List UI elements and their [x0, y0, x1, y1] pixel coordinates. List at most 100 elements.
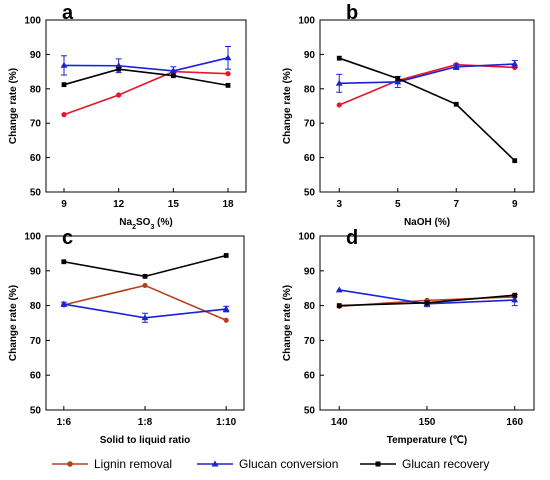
- series-line: [338, 57, 516, 162]
- plot-frame: [319, 19, 535, 193]
- x-tick-label: 9: [512, 199, 518, 210]
- x-axis-label: NaOH (%): [404, 217, 450, 228]
- y-tick-label: 60: [304, 153, 316, 164]
- panel-b: 50 60 70 80 90 100 3 5 7 9 NaOH (%) Change rate (%)…: [282, 2, 535, 228]
- data-point: [336, 303, 342, 308]
- data-point: [142, 282, 148, 289]
- y-tick-label: 50: [304, 188, 316, 199]
- panel-label: b: [346, 2, 358, 24]
- legend-item-glucan-recovery: Glucan recovery: [358, 452, 489, 476]
- legend-swatch-lignin: [52, 461, 88, 467]
- legend-label-glucan-recovery: Glucan recovery: [402, 457, 490, 471]
- y-tick-label: 80: [30, 84, 42, 95]
- x-axis-label: Solid to liquid ratio: [100, 435, 191, 446]
- plot-frame: [45, 19, 247, 193]
- series-line: [338, 63, 515, 106]
- y-tick-label: 70: [30, 119, 42, 130]
- series-line: [63, 254, 227, 278]
- series-line: [63, 68, 229, 87]
- data-point: [511, 296, 519, 303]
- legend-label-glucan-conversion: Glucan conversion: [239, 457, 339, 471]
- y-axis-label: Change rate (%): [8, 285, 19, 361]
- y-tick-label: 90: [30, 266, 42, 277]
- data-point: [61, 82, 67, 88]
- x-axis-label-part: 2: [132, 224, 136, 231]
- data-point: [452, 63, 460, 70]
- y-tick-label: 80: [30, 301, 42, 312]
- y-tick-label: 90: [30, 50, 42, 61]
- y-axis-label: Change rate (%): [282, 68, 293, 144]
- y-tick-label: 100: [298, 232, 315, 243]
- x-tick-label: 1:8: [138, 417, 153, 428]
- legend: Lignin removal Glucan conversion Glucan …: [0, 452, 550, 476]
- data-point: [512, 158, 518, 164]
- y-tick-label: 70: [304, 336, 316, 347]
- data-point: [336, 55, 342, 61]
- panel-a: 50 60 70 80 90 100 9 12 15 18 Na2SO3 (%) Change rat…: [8, 2, 247, 231]
- data-point: [511, 60, 519, 67]
- y-axis-label: Change rate (%): [8, 68, 19, 144]
- data-point: [116, 92, 122, 98]
- x-tick-label: 1:10: [216, 417, 236, 428]
- series-line: [339, 63, 515, 85]
- y-tick-label: 70: [304, 119, 316, 130]
- y-axis-label: Change rate (%): [282, 285, 293, 361]
- series-glucan-conversion: [335, 60, 519, 93]
- legend-swatch-glucan-conversion: [197, 460, 233, 467]
- panel-label: a: [62, 2, 74, 24]
- data-point: [225, 71, 231, 77]
- y-tick-label: 100: [24, 232, 41, 243]
- data-point: [141, 314, 149, 321]
- series-glucan-recovery: [336, 292, 518, 308]
- y-tick-label: 60: [304, 371, 316, 382]
- panel-label: d: [346, 227, 358, 249]
- panel-c: 50 60 70 80 90 100 1:6 1:8 1:10 Solid to liquid r…: [8, 227, 245, 446]
- x-axis-label-part: (%): [154, 217, 172, 228]
- series-red-series: [336, 62, 518, 108]
- series-glucan-conversion: [60, 300, 230, 323]
- y-tick-label: 100: [24, 16, 41, 27]
- plot-frame: [45, 235, 245, 411]
- data-point: [169, 67, 177, 74]
- data-point: [424, 300, 430, 306]
- x-tick-label: 7: [453, 199, 459, 210]
- data-point: [61, 112, 67, 118]
- data-point: [224, 54, 232, 61]
- data-point: [394, 78, 402, 85]
- data-point: [395, 76, 401, 81]
- data-point: [60, 61, 68, 68]
- y-tick-label: 80: [304, 84, 316, 95]
- data-point: [61, 259, 67, 265]
- series-glucan-conversion: [60, 45, 232, 76]
- y-tick-label: 50: [304, 406, 316, 417]
- legend-label-lignin: Lignin removal: [94, 457, 173, 471]
- legend-item-glucan-conversion: Glucan conversion: [195, 452, 338, 476]
- x-axis-label: Na2SO3 (%): [119, 217, 172, 231]
- y-tick-label: 80: [304, 301, 316, 312]
- y-tick-label: 90: [304, 266, 316, 277]
- data-point: [336, 102, 342, 108]
- series-glucan-recovery: [336, 55, 518, 164]
- x-tick-label: 3: [336, 199, 342, 210]
- x-axis-label-part: SO: [136, 217, 151, 228]
- series-glucan-recovery: [61, 253, 229, 279]
- series-red-series: [61, 69, 231, 118]
- series-line: [63, 57, 229, 72]
- x-axis-label-part: Na: [119, 217, 132, 228]
- data-point: [453, 101, 459, 107]
- x-tick-label: 18: [222, 199, 234, 210]
- x-tick-label: 12: [113, 199, 125, 210]
- series-glucan-recovery: [61, 66, 231, 88]
- legend-swatch-glucan-recovery: [360, 461, 396, 467]
- x-tick-label: 140: [331, 417, 348, 428]
- data-point: [60, 300, 68, 307]
- data-point: [223, 317, 229, 323]
- data-point: [223, 253, 229, 258]
- x-tick-label: 1:6: [57, 417, 72, 428]
- data-point: [170, 73, 176, 79]
- data-point: [335, 79, 343, 86]
- data-point: [222, 305, 230, 312]
- y-tick-label: 100: [298, 16, 315, 27]
- data-point: [512, 292, 518, 298]
